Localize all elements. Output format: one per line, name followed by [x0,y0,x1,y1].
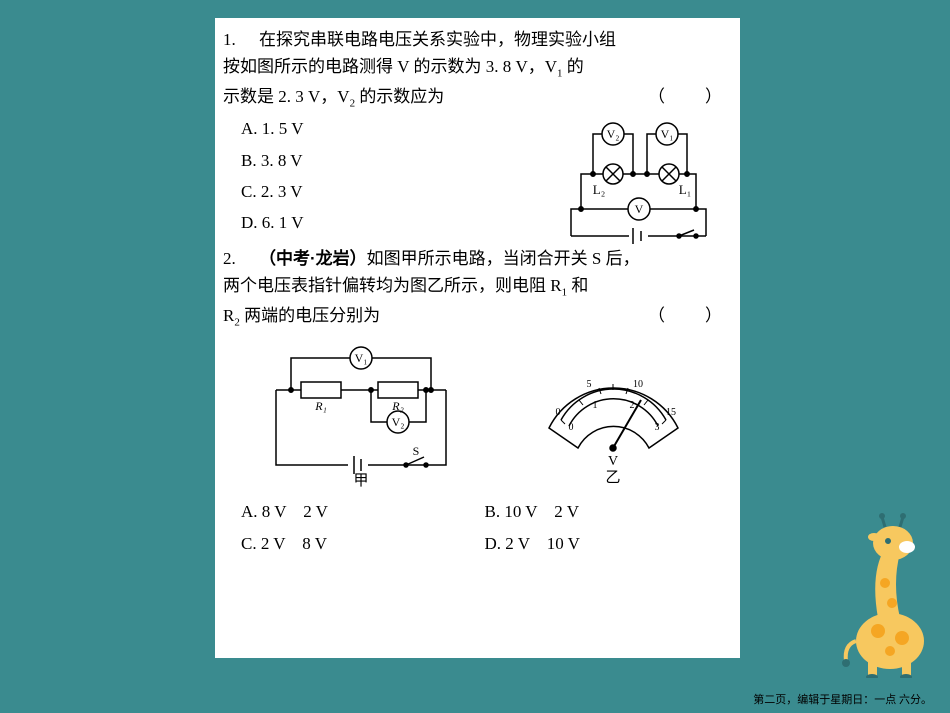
q2-answer-blank: （ ） [648,302,724,329]
scale-o1: 5 [586,379,591,390]
q2-circuit-jia: V₁ V₂ R₁ R₂ S 甲 [256,340,466,490]
q2-opt-d: D. 2 V 10 V [485,528,729,559]
page-footer: 第二页，编辑于星期日：一点 六分。 [753,691,932,707]
q2-line3: R2 两端的电压分别为 （ ） [223,302,728,332]
q1-line3: 示数是 2. 3 V，V2 的示数应为 （ ） [223,83,728,113]
scale-o2: 10 [633,379,643,390]
q2-line2-a: 两个电压表指针偏转均为图乙所示，则电阻 R [223,276,562,295]
label-jia: 甲 [353,473,368,489]
label-l2: L₂ [593,182,605,197]
label-v: V [635,202,644,216]
q2-line3-a: R [223,306,234,325]
q1-line2-b: 的 [563,57,584,76]
q1-line3-a: 示数是 2. 3 V，V [223,87,350,106]
q1-line1: 在探究串联电路电压关系实验中，物理实验小组 [259,30,616,49]
q2-diagrams: V₁ V₂ R₁ R₂ S 甲 [223,340,728,490]
label-yi: 乙 [605,470,620,486]
scale-o3: 15 [666,407,676,418]
scale-i1: 1 [592,400,597,411]
scale-o0: 0 [555,407,560,418]
scale-i2: 2 [629,400,634,411]
label-r2: R₂ [391,399,404,413]
label-s: S [412,444,419,458]
q2-options: A. 8 V 2 V B. 10 V 2 V C. 2 V 8 V D. 2 V… [241,496,728,559]
label-vunit: V [607,454,617,469]
question-1: 1. 在探究串联电路电压关系实验中，物理实验小组 按如图所示的电路测得 V 的示… [223,26,728,239]
q2-line1: 如图甲所示电路，当闭合开关 S 后， [367,249,640,268]
q1-line3-b: 的示数应为 [355,87,444,106]
q2-line3-b: 两端的电压分别为 [240,306,380,325]
q2-opt-a: A. 8 V 2 V [241,496,485,527]
q1-number: 1. [223,26,241,53]
scale-i3: 3 [654,422,659,433]
giraffe-decoration [830,513,940,678]
q1-line2-a: 按如图所示的电路测得 V 的示数为 3. 8 V，V [223,57,557,76]
q2-source: （中考·龙岩） [259,249,367,268]
label-v2b: V₂ [391,415,404,429]
label-v2: V₂ [607,127,620,141]
q2-meter-yi: 0 5 10 15 0 1 2 3 V 乙 [531,350,696,490]
q2-opt-c: C. 2 V 8 V [241,528,485,559]
q1-line2: 按如图所示的电路测得 V 的示数为 3. 8 V，V1 的 [223,53,728,83]
q1-answer-blank: （ ） [648,83,724,110]
label-l1: L₁ [679,182,691,197]
question-2: 2. （中考·龙岩）如图甲所示电路，当闭合开关 S 后， 两个电压表指针偏转均为… [223,245,728,559]
q2-opt-b: B. 10 V 2 V [485,496,729,527]
scale-i0: 0 [568,422,573,433]
q2-line2: 两个电压表指针偏转均为图乙所示，则电阻 R1 和 [223,272,728,302]
label-r1: R₁ [314,399,327,413]
q1-circuit-diagram: V₂ V₁ V L₂ L₁ [551,114,726,244]
label-v1b: V₁ [354,351,367,365]
worksheet-page: 1. 在探究串联电路电压关系实验中，物理实验小组 按如图所示的电路测得 V 的示… [215,18,740,658]
label-v1: V₁ [661,127,674,141]
q2-line2-b: 和 [567,276,588,295]
q2-number: 2. [223,245,241,272]
